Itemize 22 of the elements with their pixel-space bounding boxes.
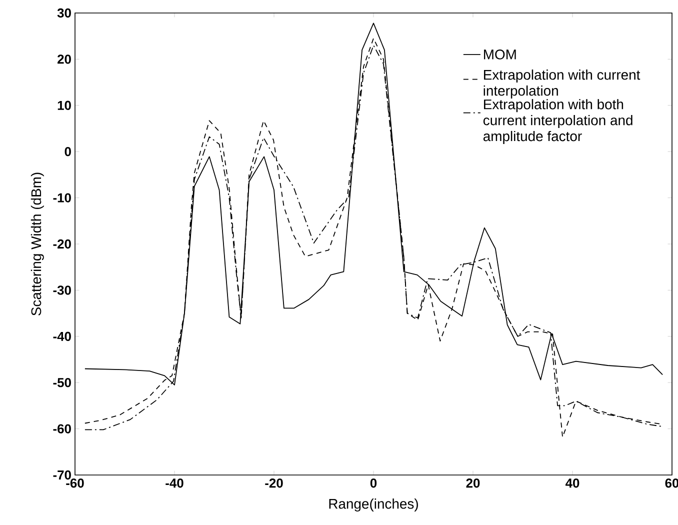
y-tick-label: 0 bbox=[64, 147, 71, 156]
y-axis-title: Scattering Width (dBm) bbox=[30, 172, 44, 316]
y-tick-label: -10 bbox=[53, 193, 71, 202]
legend-label: Extrapolation with both current interpolation and amplitude factor bbox=[483, 99, 632, 144]
x-tick-label: -40 bbox=[166, 478, 184, 488]
y-tick-label: -70 bbox=[53, 470, 71, 480]
x-tick-label: -20 bbox=[265, 478, 283, 488]
y-tick-label: -50 bbox=[53, 378, 71, 388]
y-tick-label: 20 bbox=[58, 54, 71, 64]
y-tick-label: -30 bbox=[53, 286, 71, 295]
y-tick-label: 30 bbox=[57, 8, 71, 18]
legend-label: MOM bbox=[484, 50, 516, 60]
x-axis-title: Range(inches) bbox=[329, 498, 418, 512]
y-tick-label: -60 bbox=[53, 424, 71, 434]
x-tick-label: 20 bbox=[466, 478, 480, 488]
x-tick-label: 0 bbox=[370, 478, 377, 488]
y-tick-label: -40 bbox=[53, 332, 71, 341]
x-tick-label: -60 bbox=[66, 478, 84, 488]
y-tick-label: -20 bbox=[53, 239, 71, 249]
x-tick-label: 40 bbox=[566, 478, 580, 488]
y-tick-label: 10 bbox=[58, 100, 71, 110]
legend-label: Extrapolation with current interpolation bbox=[484, 70, 640, 98]
